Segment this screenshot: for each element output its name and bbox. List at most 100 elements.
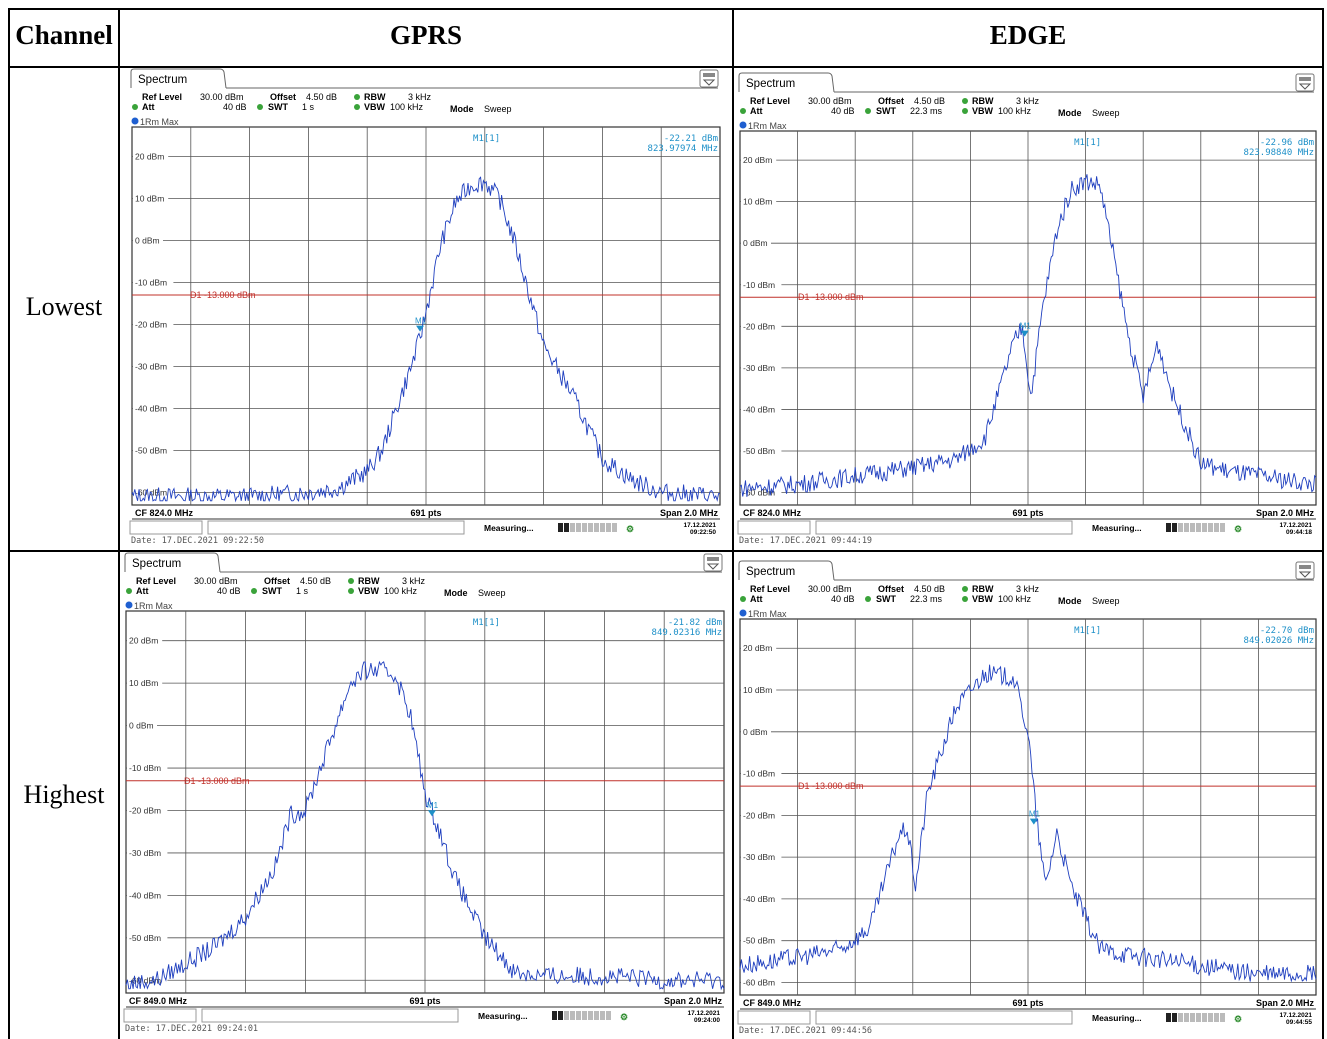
center-frequency: CF 849.0 MHz [743, 998, 802, 1008]
row-label-highest: Highest [23, 780, 105, 809]
offset-label: Offset [270, 92, 296, 102]
progress-segment [576, 1011, 581, 1020]
y-tick-label: -60 dBm [129, 975, 161, 985]
y-tick-label-bg [133, 276, 174, 288]
y-tick-label: -20 dBm [129, 805, 161, 815]
mode-label: Mode [1058, 596, 1082, 606]
progress-segment [1172, 523, 1177, 532]
mode-value: Sweep [1092, 108, 1120, 118]
spectrum-tab [738, 72, 835, 93]
progress-segment [570, 1011, 575, 1020]
y-tick-label: 20 dBm [743, 155, 772, 165]
progress-segment [582, 1011, 587, 1020]
progress-segment [612, 523, 617, 532]
chevron-down-icon [702, 79, 716, 86]
header-channel: Channel [15, 20, 113, 50]
ref-level-label: Ref Level [142, 92, 182, 102]
marker-frequency: 849.02026 MHz [1244, 636, 1314, 646]
chevron-down-icon [706, 563, 720, 570]
y-tick-label-bg [741, 195, 777, 207]
spectrum-trace [125, 660, 725, 991]
marker-name: M1[1] [1074, 626, 1101, 636]
rbw-value: 3 kHz [1016, 584, 1040, 594]
y-tick-label-bg [741, 278, 782, 290]
y-tick-label-bg [741, 809, 782, 821]
progress-segment [1202, 1013, 1207, 1022]
swt-indicator [257, 104, 263, 110]
spectrum-tab [130, 68, 227, 89]
progress-segment [1184, 1013, 1189, 1022]
span-frequency: Span 2.0 MHz [664, 996, 723, 1006]
spectrum-panel-gprs-lowest: Spectrum Ref Level 30.00 dBm Offset 4.50 dB R… [128, 68, 724, 548]
measuring-status: Measuring... [478, 1011, 528, 1021]
offset-value: 4.50 dB [914, 96, 945, 106]
y-tick-label: 0 dBm [135, 235, 160, 245]
marker-level: -22.96 dBm [1260, 138, 1314, 148]
limit-line-label: D1 -13.000 dBm [798, 781, 864, 791]
att-label: Att [750, 594, 763, 604]
progress-segment [1208, 523, 1213, 532]
stamp-time: 09:44:18 [1286, 529, 1312, 536]
stamp-date: 17.12.2021 [687, 1010, 720, 1017]
mode-value: Sweep [478, 588, 506, 598]
y-tick-label: -10 dBm [743, 280, 775, 290]
y-tick-label: -50 dBm [129, 933, 161, 943]
marker-name: M1[1] [473, 618, 500, 628]
att-indicator [126, 588, 132, 594]
swt-value: 1 s [302, 102, 315, 112]
y-tick-label-bg [133, 234, 163, 246]
limit-line-label: D1 -13.000 dBm [190, 290, 256, 300]
progress-segment [1190, 523, 1195, 532]
table-border-top [8, 8, 1324, 10]
y-tick-label-bg [741, 642, 777, 654]
ref-level-value: 30.00 dBm [194, 576, 238, 586]
status-field [129, 520, 203, 535]
progress-segment [1202, 523, 1207, 532]
spectrum-trace [739, 174, 1317, 497]
y-tick-label: -60 dBm [743, 977, 775, 987]
mode-label: Mode [1058, 108, 1082, 118]
y-tick-label-bg [741, 725, 771, 737]
progress-segment [1166, 1013, 1171, 1022]
marker-level: -21.82 dBm [668, 618, 722, 628]
stamp-date: 17.12.2021 [1279, 1012, 1312, 1019]
spectrum-tab [124, 552, 221, 573]
y-tick-label-bg [741, 976, 782, 988]
att-value: 40 dB [831, 594, 855, 604]
progress-segment [564, 523, 569, 532]
mode-label: Mode [450, 104, 474, 114]
measuring-status: Measuring... [1092, 523, 1142, 533]
marker-triangle-icon [1020, 330, 1029, 337]
att-value: 40 dB [831, 106, 855, 116]
trace-indicator [739, 609, 747, 617]
progress-segment [600, 523, 605, 532]
y-tick-label: -50 dBm [135, 445, 167, 455]
progress-segment [606, 1011, 611, 1020]
table-border-left [8, 8, 10, 1039]
att-value: 40 dB [217, 586, 241, 596]
offset-value: 4.50 dB [306, 92, 337, 102]
y-tick-label-bg [741, 486, 782, 498]
y-tick-label: -20 dBm [743, 810, 775, 820]
progress-segment [582, 523, 587, 532]
rbw-value: 3 kHz [1016, 96, 1040, 106]
spectrum-trace [739, 664, 1317, 983]
y-tick-label-bg [127, 931, 168, 943]
y-tick-label-bg [133, 192, 169, 204]
y-tick-label: 10 dBm [743, 197, 772, 207]
swt-label: SWT [876, 594, 896, 604]
mode-value: Sweep [1092, 596, 1120, 606]
marker-frequency: 849.02316 MHz [652, 628, 722, 638]
ref-level-value: 30.00 dBm [200, 92, 244, 102]
ref-level-label: Ref Level [750, 584, 790, 594]
y-tick-label: -40 dBm [129, 890, 161, 900]
display-icon-bar [707, 557, 719, 561]
rbw-label: RBW [972, 584, 994, 594]
att-indicator [740, 596, 746, 602]
swt-label: SWT [876, 106, 896, 116]
offset-label: Offset [264, 576, 290, 586]
stamp-time: 09:44:55 [1286, 1019, 1312, 1026]
spectrum-trace [131, 176, 721, 503]
remote-icon: ⚙ [1234, 1014, 1242, 1024]
y-tick-label-bg [133, 444, 174, 456]
